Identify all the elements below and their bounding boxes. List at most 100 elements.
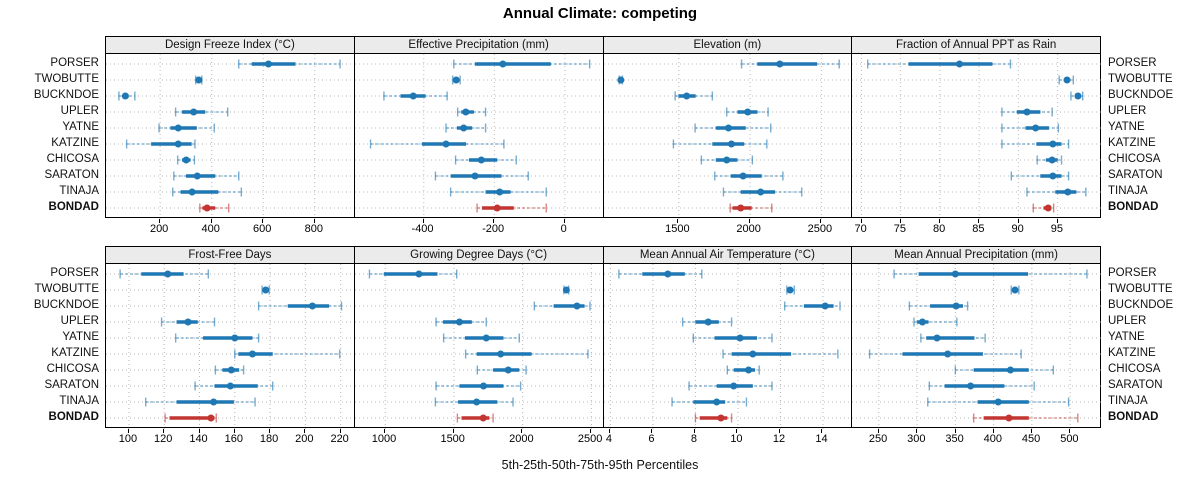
station-label-chicosa: CHICOSA — [1108, 363, 1161, 375]
panel-plot-area — [852, 264, 1101, 429]
interval-twobutte — [261, 285, 270, 295]
axis-tick — [198, 429, 200, 433]
axis-tick — [210, 219, 212, 223]
x-axis-effective-precipitation-mm: -400 -200 0 — [354, 219, 603, 237]
panel-title: Design Freeze Index (°C) — [106, 37, 354, 54]
axis-tick-label: 2000 — [509, 433, 534, 445]
panel-title: Fraction of Annual PPT as Rain — [852, 37, 1100, 54]
axis-tick — [899, 219, 901, 223]
axis-tick-label: 500 — [1060, 433, 1079, 445]
interval-buckndoe — [673, 91, 713, 101]
axis-tick-label: 180 — [259, 433, 279, 445]
axis-tick — [521, 429, 523, 433]
station-label-tinaja: TINAJA — [59, 185, 99, 197]
axis-tick-label: 2000 — [736, 223, 761, 235]
station-label-bondad: BONDAD — [48, 411, 99, 423]
interval-buckndoe — [533, 301, 591, 311]
interval-chicosa — [454, 155, 517, 165]
station-label-upler: UPLER — [1108, 105, 1147, 117]
axis-tick — [304, 429, 306, 433]
interval-saraton — [173, 171, 240, 181]
interval-upler — [435, 317, 487, 327]
interval-porser — [893, 269, 1088, 279]
axis-tick — [339, 429, 341, 433]
panel-title: Elevation (m) — [603, 37, 852, 54]
interval-chicosa — [954, 365, 1055, 375]
station-label-katzine: KATZINE — [51, 137, 99, 149]
interval-porser — [617, 269, 702, 279]
interval-chicosa — [700, 155, 753, 165]
station-label-katzine: KATZINE — [1108, 137, 1156, 149]
interval-tinaja — [722, 187, 802, 197]
axis-tick — [422, 219, 424, 223]
interval-saraton — [435, 381, 522, 391]
panel-frost-free-days: Frost-Free Days — [105, 246, 355, 429]
axis-tick-label: 250 — [868, 433, 888, 445]
station-label-porser: PORSER — [50, 57, 99, 69]
axis-tick-label: 450 — [1021, 433, 1041, 445]
station-label-upler: UPLER — [60, 315, 99, 327]
axis-tick — [262, 219, 264, 223]
interval-upler — [1001, 107, 1054, 117]
station-label-porser: PORSER — [1108, 57, 1157, 69]
axis-tick-label: 12 — [772, 433, 786, 445]
interval-yatne — [442, 333, 520, 343]
station-label-porser: PORSER — [1108, 267, 1157, 279]
interval-upler — [913, 317, 958, 327]
interval-katzine — [125, 139, 196, 149]
axis-tick — [860, 219, 862, 223]
panel-plot-area — [354, 54, 604, 219]
interval-tinaja — [670, 397, 747, 407]
interval-bondad — [1032, 203, 1055, 213]
axis-tick-label: 800 — [304, 223, 323, 235]
axis-tick-label: -200 — [482, 223, 505, 235]
axis-tick-label: 140 — [189, 433, 208, 445]
station-label-bondad: BONDAD — [48, 201, 99, 213]
interval-upler — [681, 317, 732, 327]
axis-tick-label: 1500 — [665, 223, 690, 235]
axis-tick-label: 120 — [154, 433, 173, 445]
interval-katzine — [234, 349, 341, 359]
station-label-bondad: BONDAD — [1108, 201, 1159, 213]
axis-tick-label: 350 — [945, 433, 964, 445]
interval-chicosa — [1036, 155, 1063, 165]
interval-buckndoe — [257, 301, 343, 311]
axis-tick-label: 1500 — [440, 433, 465, 445]
station-label-porser: PORSER — [50, 267, 99, 279]
station-label-yatne: YATNE — [1108, 121, 1145, 133]
axis-tick — [677, 219, 679, 223]
axis-tick — [978, 219, 980, 223]
axis-tick-label: 600 — [253, 223, 272, 235]
station-label-saraton: SARATON — [1108, 379, 1163, 391]
interval-porser — [867, 59, 1012, 69]
interval-tinaja — [172, 187, 243, 197]
panel-mean-annual-air-temperature-c: Mean Annual Air Temperature (°C) — [602, 246, 853, 429]
interval-yatne — [174, 333, 260, 343]
interval-upler — [174, 107, 229, 117]
panel-plot-area — [106, 264, 355, 429]
axis-tick — [452, 429, 454, 433]
station-label-upler: UPLER — [60, 105, 99, 117]
interval-katzine — [869, 349, 1023, 359]
interval-buckndoe — [1070, 91, 1084, 101]
interval-twobutte — [1058, 75, 1075, 85]
station-label-saraton: SARATON — [44, 379, 99, 391]
axis-tick — [819, 219, 821, 223]
panel-plot-area — [106, 54, 355, 219]
interval-buckndoe — [118, 91, 136, 101]
interval-yatne — [158, 123, 215, 133]
interval-tinaja — [1026, 187, 1087, 197]
axis-tick-label: 200 — [295, 433, 314, 445]
axis-tick-label: 300 — [907, 433, 926, 445]
axis-tick — [233, 429, 235, 433]
axis-tick-label: 80 — [933, 223, 946, 235]
station-label-chicosa: CHICOSA — [46, 363, 99, 375]
axis-tick — [163, 429, 165, 433]
axis-tick-label: 90 — [1011, 223, 1024, 235]
interval-upler — [725, 107, 769, 117]
x-axis-elevation-m: 1500 2000 2500 — [603, 219, 852, 237]
x-axis-design-freeze-index-c: 200 400 600 800 — [105, 219, 354, 237]
axis-tick-label: 160 — [224, 433, 243, 445]
axis-tick-label: 6 — [648, 433, 655, 445]
axis-tick — [748, 219, 750, 223]
